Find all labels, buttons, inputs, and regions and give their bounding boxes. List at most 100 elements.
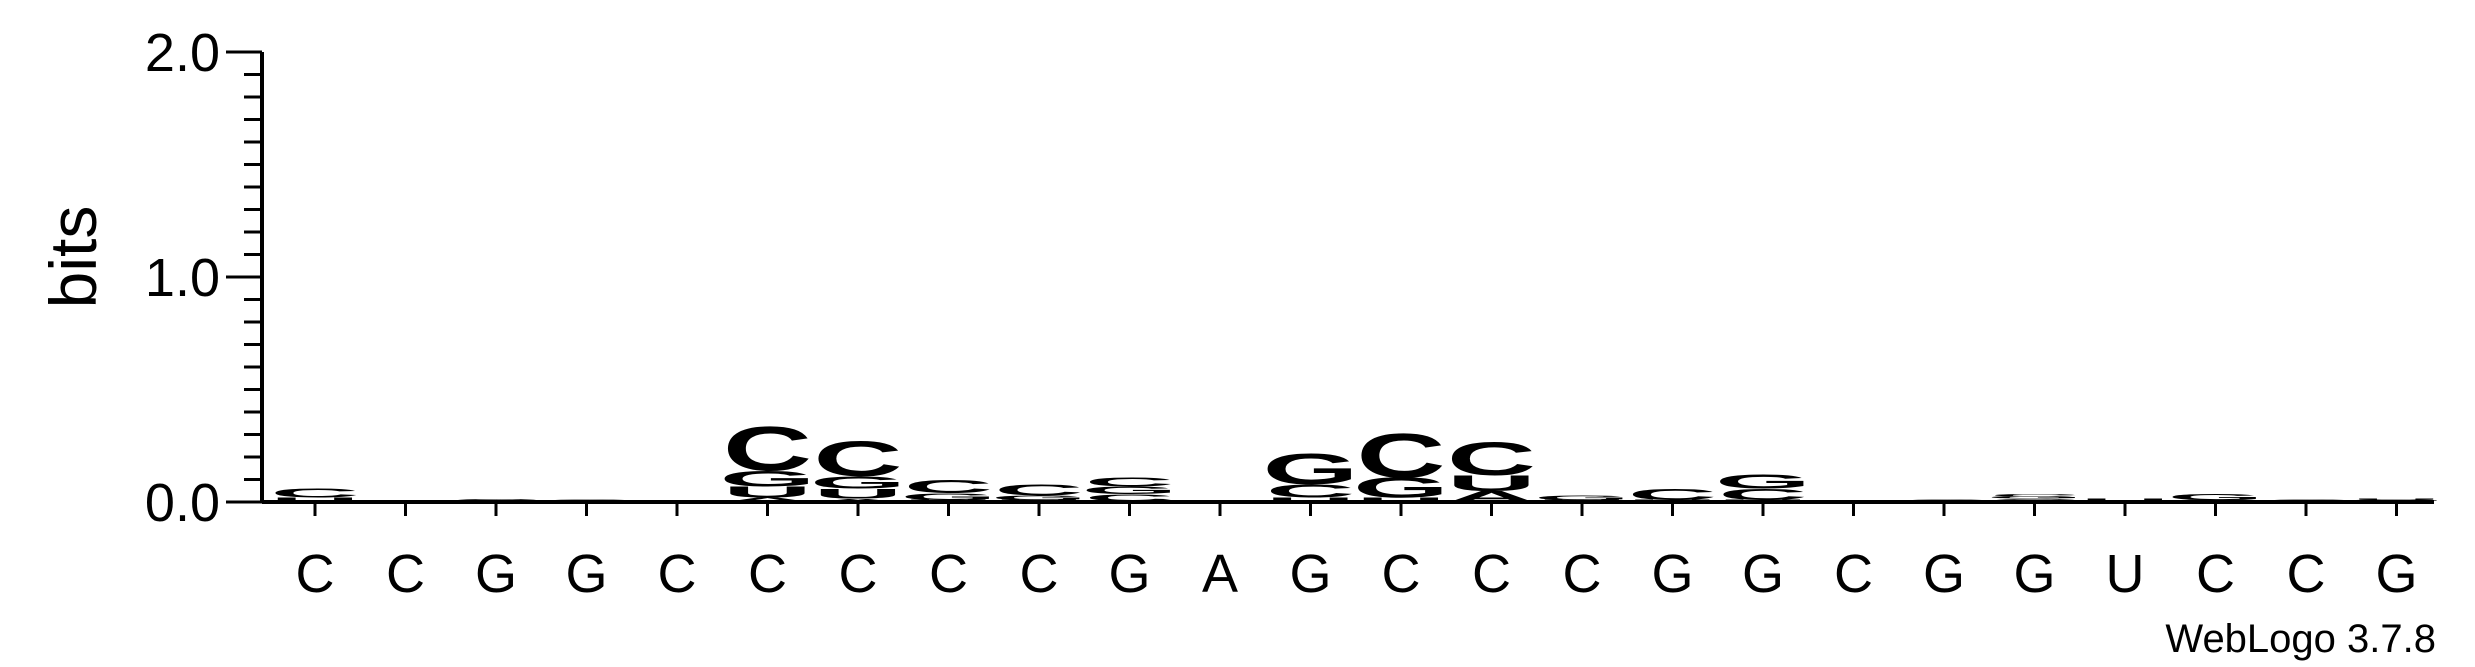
logo-letter-group: C <box>1085 492 1174 503</box>
logo-letter-group: G <box>1534 494 1630 501</box>
x-tick-label: A <box>1202 544 1238 604</box>
logo-letter-group: C <box>1899 499 1988 503</box>
logo-letter-group: U <box>2352 501 2441 503</box>
logo-letter: G <box>719 466 815 491</box>
logo-letter: U <box>1718 499 1807 503</box>
logo-letter-group: C <box>1990 494 2079 498</box>
logo-letter: U <box>904 499 993 503</box>
logo-letter-group: U <box>1447 471 1536 496</box>
logo-letter-group: G <box>1715 470 1811 493</box>
logo-letter-group: C <box>542 499 631 503</box>
logo-letter-group: C <box>1447 432 1536 485</box>
logo-letter-group: U <box>994 499 1083 503</box>
logo-letter: U <box>1537 499 1626 503</box>
logo-letter: U <box>723 483 812 501</box>
x-tick-label: C <box>1472 544 1511 604</box>
logo-letter-group: C <box>904 476 993 497</box>
logo-letter: C <box>2171 499 2260 503</box>
x-tick-label: C <box>2287 544 2326 604</box>
logo-letter: U <box>813 486 902 502</box>
logo-letter-group: C <box>813 431 902 487</box>
x-tick-label: C <box>386 544 425 604</box>
logo-letter-group: C <box>1990 498 2079 503</box>
logo-letter: C <box>1990 494 2079 498</box>
logo-letter-group: C <box>1628 485 1717 503</box>
logo-letter: U <box>1447 471 1536 496</box>
logo-letter-group: G <box>991 494 1087 501</box>
logo-letter-group: U <box>1085 501 1174 503</box>
logo-letter: C <box>270 486 359 500</box>
logo-letter-group: G <box>2167 493 2263 502</box>
logo-letter-group: C <box>2171 499 2260 503</box>
logo-letter-group: U <box>723 483 812 501</box>
logo-letter: U <box>1266 496 1355 503</box>
x-tick-label: C <box>839 544 878 604</box>
logo-letter: C <box>1447 432 1536 485</box>
logo-letter: C <box>813 431 902 487</box>
x-tick-label: G <box>1108 544 1150 604</box>
logo-letter: U <box>1085 501 1174 503</box>
logo-letter: C <box>451 498 540 503</box>
weblogo-credit: WebLogo 3.7.8 <box>2165 617 2436 661</box>
logo-letter-group: G <box>1986 496 2082 500</box>
logo-letter: A <box>723 496 812 503</box>
logo-letter-group: G <box>2348 499 2444 501</box>
x-tick-label: C <box>296 544 335 604</box>
x-tick-label: G <box>2013 544 2055 604</box>
logo-letter-group: A <box>723 496 812 503</box>
logo-letter-group: C <box>2080 501 2169 503</box>
y-axis: 0.0 1.0 2.0 <box>145 23 2434 533</box>
logo-letter: G <box>1262 444 1358 493</box>
logo-letter-group: G <box>900 491 996 502</box>
logo-letter: C <box>1085 492 1174 503</box>
logo-letter-group: C <box>1085 475 1174 489</box>
logo-letter-group: G <box>1353 472 1449 504</box>
logo-letter: C <box>2261 499 2350 503</box>
logo-letter-group: G <box>810 473 906 492</box>
x-tick-label: C <box>929 544 968 604</box>
logo-letter-group: C <box>1266 480 1355 501</box>
logo-letter: C <box>1356 420 1445 491</box>
logo-letter-group: C <box>2261 499 2350 503</box>
logo-letter-group: A <box>1447 488 1536 506</box>
logo-letter: C <box>1718 485 1807 503</box>
logo-letter: A <box>1447 488 1536 506</box>
logo-letter-group: U <box>1537 499 1626 503</box>
logo-letter: C <box>2080 501 2169 503</box>
x-tick-label: G <box>1742 544 1784 604</box>
logo-letter: U <box>1628 499 1717 503</box>
y-axis-title: bits <box>36 206 110 309</box>
logo-letter-group: G <box>719 466 815 491</box>
logo-letter-group: A <box>813 498 902 503</box>
x-tick-label: G <box>2375 544 2417 604</box>
logo-letter-group: C <box>1356 420 1445 491</box>
logo-letter: C <box>1899 499 1988 503</box>
logo-letter: C <box>1085 475 1174 489</box>
x-tick-label: C <box>1563 544 1602 604</box>
logo-letter: G <box>991 494 1087 501</box>
logo-letter-group: C <box>1718 485 1807 503</box>
logo-letter: U <box>1356 496 1445 503</box>
logo-letter: C <box>542 499 631 503</box>
x-tick-label: G <box>565 544 607 604</box>
x-tick-label: G <box>1289 544 1331 604</box>
logo-letter: U <box>2352 501 2441 503</box>
logo-letter-group: U <box>813 486 902 502</box>
x-tick-label: C <box>1834 544 1873 604</box>
logo-letter: C <box>994 481 1083 499</box>
logo-letter-group: U <box>1356 496 1445 503</box>
x-tick-label: C <box>1382 544 1421 604</box>
logo-letter: G <box>1715 470 1811 493</box>
x-tick-label: G <box>1651 544 1693 604</box>
logo-letter: C <box>1628 485 1717 503</box>
logo-letter: G <box>810 473 906 492</box>
y-tick-label: 2.0 <box>145 23 220 83</box>
logo-letter-group: U <box>1718 499 1807 503</box>
y-tick-label: 0.0 <box>145 473 220 533</box>
logo-letter-group: U <box>2080 498 2169 502</box>
logo-letter-group: U <box>270 496 359 503</box>
logo-letter: C <box>723 413 812 484</box>
logo-letter: A <box>813 498 902 503</box>
